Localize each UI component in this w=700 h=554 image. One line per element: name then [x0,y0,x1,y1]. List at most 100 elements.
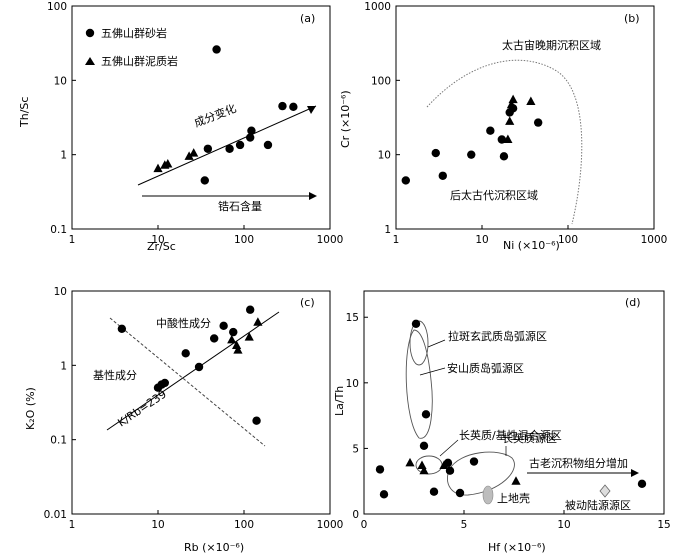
x-tick-label: 1 [69,519,76,531]
legend-triangle-icon [85,57,95,65]
data-point-circle [252,416,261,425]
data-point-circle [375,465,385,474]
panel-b-frame [395,5,655,230]
x-tick-label: 10 [151,234,164,246]
y-tick-label: 10 [54,286,67,298]
k-rb-line [106,311,280,431]
y-tick-label: 5 [352,443,359,455]
y-tick-label: 10 [346,378,359,390]
data-point-circle [235,140,245,150]
data-point-circle [379,490,389,499]
y-axis-label: La/Th [333,386,346,416]
y-tick-label: 15 [346,312,359,324]
data-point-circle [438,171,447,180]
data-point-circle [429,487,439,496]
data-point-triangle [505,116,515,125]
data-point-triangle [184,151,194,160]
data-point-triangle [227,334,237,344]
andesitic-arc-label: 安山质岛弧源区 [447,361,524,375]
data-point-circle [278,101,287,111]
x-tick-label: 100 [558,234,578,246]
trend-arrowhead [307,106,316,114]
x-tick-label: 15 [657,519,670,531]
data-point-circle [431,148,440,158]
panel-d-label: (d) [625,296,641,309]
panel-a-label: (a) [300,12,315,25]
panel-b-label: (b) [624,12,640,25]
data-point-circle [209,334,219,343]
felsic-source-label: 长英质源区 [502,431,557,445]
y-tick-label: 10 [378,150,391,162]
late-archean-label: 太古宙晚期沉积区域 [502,38,601,52]
data-point-circle [203,144,213,153]
y-tick-label: 0.1 [50,224,67,236]
data-point-circle [499,152,509,161]
x-tick-label: 1000 [641,234,668,246]
data-point-triangle [253,317,263,326]
y-tick-label: 1000 [364,1,391,13]
y-tick-label: 0.1 [50,435,67,447]
y-axis-label: Th/Sc [18,97,31,128]
andesitic-leader [419,367,446,376]
old-sediment-arrowhead [631,469,639,477]
divider-line [109,317,266,447]
data-point-triangle [419,465,429,475]
data-point-circle [160,378,170,388]
y-tick-label: 100 [371,75,391,87]
felsic-label: 中酸性成分 [156,316,211,330]
data-point-circle [263,140,273,150]
y-tick-label: 1 [384,224,391,236]
data-point-circle [421,410,431,419]
data-point-circle [247,126,256,135]
y-tick-label: 100 [47,1,67,13]
tholeiitic-arc-label: 拉斑玄武质岛弧源区 [448,329,547,343]
data-point-triangle [231,340,242,349]
data-point-circle [200,176,209,185]
data-point-circle [225,144,234,153]
passive-margin-marker [599,484,611,498]
data-point-circle [469,457,479,466]
data-point-circle [117,324,127,334]
y-tick-label: 1 [60,360,67,372]
x-axis-label: Hf (×10⁻⁶) [488,541,546,554]
y-tick-label: 1 [60,150,67,162]
data-point-circle [212,45,221,54]
data-point-triangle [233,345,243,354]
x-tick-label: 1000 [317,519,344,531]
panel-c-frame [71,290,331,515]
archean-boundary-curve [426,59,583,225]
data-point-circle [497,135,507,144]
x-tick-label: 100 [234,519,254,531]
x-tick-label: 100 [234,234,254,246]
data-point-triangle [405,457,415,467]
data-point-triangle [439,460,449,469]
data-point-triangle [526,96,536,105]
panel-c: (c) 中酸性成分 基性成分 K/Rb=239 1 10 100 1000 0.01 0.… [24,286,343,554]
panel-d-frame [363,290,665,515]
post-archean-label: 后太古代沉积区域 [450,189,538,202]
legend-sandstone: 五佛山群砂岩 [101,26,167,40]
tholeiitic-arc-region [409,320,429,366]
x-tick-label: 10 [475,234,488,246]
data-point-triangle [244,332,254,341]
upper-crust-region [482,485,494,505]
data-point-triangle [153,163,163,173]
data-point-circle [219,321,228,331]
x-tick-label: 5 [461,519,468,531]
data-point-circle [194,362,204,372]
y-tick-label: 0 [352,509,359,521]
y-tick-label: 0.01 [44,509,67,521]
data-point-circle [637,479,647,489]
data-point-circle [419,441,429,450]
data-point-triangle [503,134,513,143]
data-point-circle [245,305,255,314]
data-point-circle [245,133,255,142]
andesitic-arc-region [405,329,433,439]
x-tick-label: 1 [69,234,76,246]
tholeiitic-leader [427,339,446,348]
zircon-arrowhead [309,192,317,200]
panel-a: (a) 五佛山群砂岩 五佛山群泥质岩 成分变化 锆石含量 1 10 100 1000 0… [18,1,343,253]
data-point-circle [455,488,465,498]
data-point-triangle [506,99,517,109]
